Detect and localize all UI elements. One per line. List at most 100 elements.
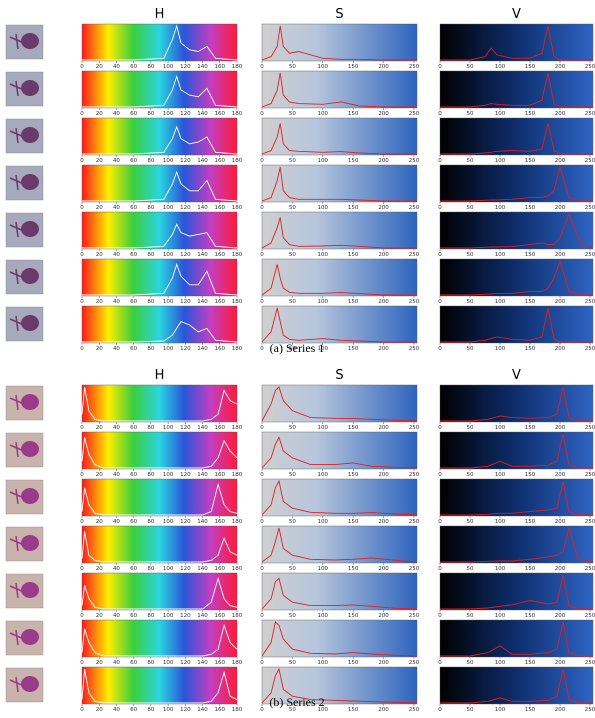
x-tick-label: 140 bbox=[197, 346, 208, 352]
x-tick-label: 60 bbox=[130, 252, 137, 258]
x-tick-label: 100 bbox=[318, 425, 329, 431]
x-tick-label: 250 bbox=[585, 613, 595, 619]
x-tick-label: 150 bbox=[348, 205, 359, 211]
x-tick-label: 150 bbox=[525, 299, 536, 305]
x-tick-label: 0 bbox=[80, 158, 84, 164]
x-tick-label: 80 bbox=[147, 346, 154, 352]
x-tick-label: 60 bbox=[130, 613, 137, 619]
x-tick-label: 150 bbox=[525, 613, 536, 619]
x-tick-label: 150 bbox=[348, 707, 359, 713]
x-tick-label: 150 bbox=[525, 346, 536, 352]
x-tick-label: 20 bbox=[96, 346, 103, 352]
x-tick-label: 100 bbox=[318, 707, 329, 713]
x-tick-label: 180 bbox=[232, 111, 243, 117]
histogram-curve bbox=[440, 526, 594, 563]
x-tick-label: 60 bbox=[130, 111, 137, 117]
x-tick-label: 80 bbox=[147, 205, 154, 211]
x-tick-label: 100 bbox=[163, 425, 174, 431]
x-tick-label: 250 bbox=[409, 111, 420, 117]
x-tick-label: 150 bbox=[525, 566, 536, 572]
leaf bbox=[21, 80, 39, 96]
x-tick-label: 200 bbox=[378, 299, 389, 305]
x-tick-label: 80 bbox=[147, 472, 154, 478]
x-tick-label: 0 bbox=[260, 613, 264, 619]
x-tick-label: 0 bbox=[80, 205, 84, 211]
x-tick-label: 50 bbox=[289, 472, 296, 478]
x-tick-label: 20 bbox=[96, 425, 103, 431]
leaf bbox=[21, 488, 39, 504]
x-tick-label: 20 bbox=[96, 205, 103, 211]
stem bbox=[9, 174, 25, 191]
x-tick-label: 100 bbox=[495, 111, 506, 117]
x-tick-label: 100 bbox=[163, 158, 174, 164]
x-tick-label: 0 bbox=[80, 64, 84, 70]
x-tick-label: 250 bbox=[409, 613, 420, 619]
histogram-curve bbox=[261, 307, 417, 343]
x-tick-label: 20 bbox=[96, 566, 103, 572]
histogram-background bbox=[81, 478, 238, 517]
x-tick-label: 100 bbox=[495, 660, 506, 666]
x-tick-label: 20 bbox=[96, 111, 103, 117]
x-tick-label: 40 bbox=[113, 346, 120, 352]
histogram-background bbox=[81, 117, 238, 156]
x-tick-label: 40 bbox=[113, 299, 120, 305]
x-tick-label: 200 bbox=[378, 613, 389, 619]
x-tick-label: 250 bbox=[585, 660, 595, 666]
x-tick-label: 100 bbox=[318, 566, 329, 572]
x-tick-label: 50 bbox=[289, 158, 296, 164]
x-tick-label: 20 bbox=[96, 613, 103, 619]
leaf bbox=[21, 127, 39, 143]
x-tick-label: 100 bbox=[318, 205, 329, 211]
x-tick-label: 50 bbox=[467, 299, 474, 305]
x-tick-label: 140 bbox=[197, 613, 208, 619]
histogram-curve bbox=[261, 166, 417, 202]
x-tick-label: 120 bbox=[180, 252, 191, 258]
x-tick-label: 50 bbox=[467, 64, 474, 70]
x-tick-label: 200 bbox=[378, 346, 389, 352]
x-tick-label: 50 bbox=[467, 111, 474, 117]
x-tick-label: 50 bbox=[467, 252, 474, 258]
x-tick-label: 100 bbox=[318, 158, 329, 164]
x-tick-label: 200 bbox=[555, 252, 566, 258]
histogram-background bbox=[81, 666, 238, 705]
histogram-background bbox=[261, 384, 418, 423]
x-tick-label: 150 bbox=[525, 158, 536, 164]
histogram-curve bbox=[81, 437, 238, 469]
histogram-curve bbox=[261, 386, 418, 422]
x-tick-label: 60 bbox=[130, 158, 137, 164]
stem bbox=[9, 394, 25, 411]
x-tick-label: 0 bbox=[438, 566, 442, 572]
x-tick-label: 20 bbox=[96, 299, 103, 305]
x-tick-label: 0 bbox=[80, 252, 84, 258]
x-tick-label: 160 bbox=[215, 707, 226, 713]
x-tick-label: 50 bbox=[467, 707, 474, 713]
histogram-background bbox=[439, 619, 594, 658]
x-tick-label: 100 bbox=[318, 299, 329, 305]
stem bbox=[9, 582, 25, 599]
x-tick-label: 200 bbox=[378, 566, 389, 572]
x-tick-label: 50 bbox=[467, 425, 474, 431]
histogram-background bbox=[439, 117, 594, 156]
histogram-curve bbox=[81, 576, 238, 610]
x-tick-label: 20 bbox=[96, 158, 103, 164]
x-tick-label: 0 bbox=[438, 425, 442, 431]
x-tick-label: 100 bbox=[495, 472, 506, 478]
x-tick-label: 20 bbox=[96, 252, 103, 258]
x-tick-label: 0 bbox=[438, 205, 442, 211]
x-tick-label: 20 bbox=[96, 64, 103, 70]
histogram-background bbox=[81, 431, 238, 470]
x-tick-label: 50 bbox=[289, 660, 296, 666]
x-tick-label: 140 bbox=[197, 205, 208, 211]
x-tick-label: 0 bbox=[260, 111, 264, 117]
x-tick-label: 0 bbox=[260, 299, 264, 305]
histogram-curve bbox=[440, 123, 593, 155]
histogram-background bbox=[81, 164, 238, 203]
histogram-curve bbox=[261, 479, 418, 516]
column-title: H bbox=[155, 7, 165, 22]
histogram-curve bbox=[82, 24, 238, 61]
histogram-background bbox=[439, 70, 594, 109]
x-tick-label: 250 bbox=[585, 566, 595, 572]
x-tick-label: 80 bbox=[147, 425, 154, 431]
x-tick-label: 120 bbox=[180, 158, 191, 164]
x-tick-label: 250 bbox=[585, 472, 595, 478]
